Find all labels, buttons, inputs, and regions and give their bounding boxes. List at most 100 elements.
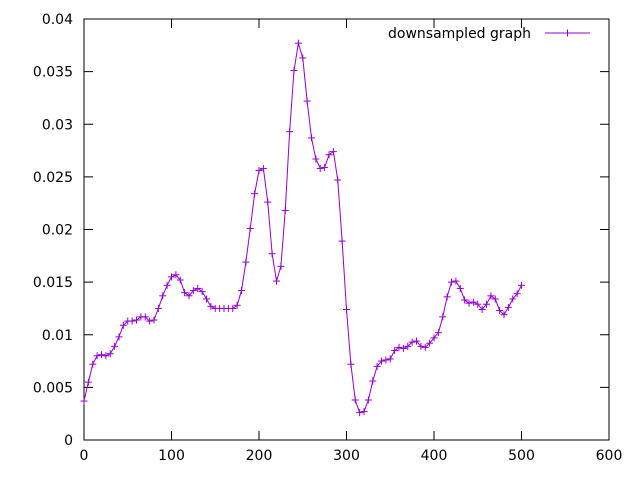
data-point <box>430 334 438 342</box>
data-point <box>238 287 245 295</box>
data-point <box>504 303 512 311</box>
data-point <box>273 277 280 285</box>
plot-frame <box>83 18 610 441</box>
data-point <box>286 128 294 136</box>
data-point <box>115 333 123 341</box>
data-point <box>150 316 158 324</box>
data-point <box>351 396 359 404</box>
data-point <box>242 258 250 266</box>
data-point <box>93 352 101 360</box>
data-point <box>194 284 202 292</box>
data-point <box>119 321 127 329</box>
data-point <box>448 278 455 286</box>
data-point <box>111 342 119 350</box>
data-point <box>133 316 140 324</box>
data-point <box>80 397 88 405</box>
y-tick-label: 0.015 <box>33 275 73 291</box>
data-point <box>491 295 499 303</box>
data-point <box>102 352 110 360</box>
data-point <box>329 148 337 156</box>
x-tick-label: 100 <box>158 448 185 464</box>
data-point <box>417 342 425 350</box>
data-point <box>299 54 307 62</box>
data-point <box>98 351 105 359</box>
data-point <box>246 224 254 232</box>
legend-label: downsampled graph <box>388 26 531 42</box>
data-point <box>513 290 521 298</box>
y-tick-label: 0.005 <box>33 380 73 396</box>
data-point <box>518 281 525 289</box>
data-point <box>487 292 495 300</box>
plot-area <box>80 39 525 417</box>
y-tick-label: 0.02 <box>42 223 73 239</box>
data-point <box>465 299 473 307</box>
data-point <box>84 378 92 386</box>
data-point <box>207 302 215 310</box>
data-point <box>408 338 416 346</box>
data-point <box>338 237 346 245</box>
data-point <box>233 301 241 309</box>
data-point <box>378 357 385 365</box>
legend-marker <box>564 29 571 37</box>
data-point <box>268 250 276 258</box>
data-point <box>176 276 184 284</box>
data-point <box>89 360 97 368</box>
data-point <box>255 167 263 175</box>
y-tick-label: 0.03 <box>42 117 73 133</box>
data-point <box>264 198 272 206</box>
x-tick-label: 300 <box>333 448 360 464</box>
y-tick-label: 0.04 <box>42 12 73 28</box>
series-line <box>83 43 522 414</box>
data-point <box>128 317 136 325</box>
data-point <box>277 262 285 270</box>
data-point <box>185 292 193 300</box>
data-point <box>461 296 469 304</box>
data-point <box>321 163 329 171</box>
data-point <box>474 300 482 308</box>
data-point <box>478 305 486 313</box>
axes: 0 100 200 300 400 500 600 0 0.005 0.01 0.015 0.02 0.… <box>33 12 622 464</box>
data-point <box>434 329 442 337</box>
data-point <box>229 304 237 312</box>
data-point <box>308 134 315 142</box>
data-point <box>509 295 517 303</box>
data-point <box>356 409 364 417</box>
data-point <box>382 356 390 364</box>
data-point <box>413 337 420 345</box>
data-point <box>290 67 298 75</box>
data-point <box>364 396 372 404</box>
data-point <box>386 355 394 363</box>
data-point <box>439 313 447 321</box>
data-point <box>325 151 333 159</box>
x-tick-label: 0 <box>80 448 89 464</box>
data-point <box>399 344 407 352</box>
data-point <box>203 295 210 303</box>
data-point <box>303 97 311 105</box>
y-tick-label: 0.035 <box>33 65 73 81</box>
data-point <box>421 343 429 351</box>
data-point <box>316 164 324 172</box>
data-point <box>181 289 189 297</box>
data-point <box>334 176 342 184</box>
data-point <box>163 281 171 289</box>
data-point <box>395 343 403 351</box>
data-point <box>294 39 302 47</box>
x-tick-label: 500 <box>508 448 535 464</box>
legend: downsampled graph <box>388 26 590 42</box>
data-point <box>172 271 180 279</box>
data-point <box>443 293 451 301</box>
data-point <box>106 350 114 358</box>
y-tick-label: 0.01 <box>42 328 73 344</box>
data-point <box>281 207 289 215</box>
data-point <box>496 307 504 315</box>
data-point <box>168 273 175 281</box>
data-point <box>369 377 377 385</box>
data-point <box>343 305 350 313</box>
data-point <box>483 300 490 308</box>
y-tick-label: 0 <box>64 433 73 449</box>
data-point <box>360 408 368 416</box>
data-point <box>373 362 381 370</box>
data-point <box>404 342 412 350</box>
x-tick-label: 600 <box>596 448 623 464</box>
